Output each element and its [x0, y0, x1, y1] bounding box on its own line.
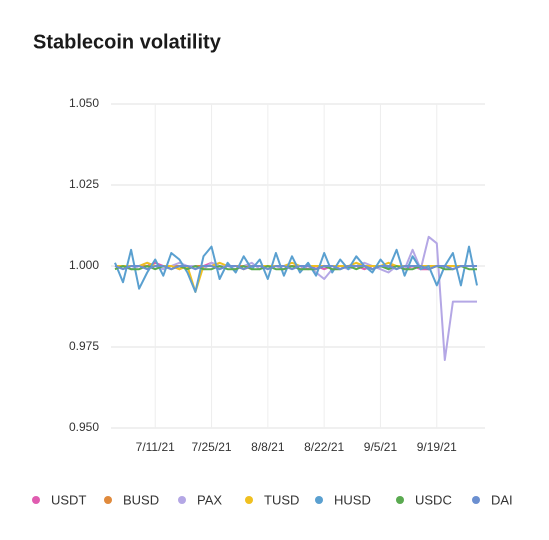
legend-swatch [178, 496, 186, 504]
y-tick-label: 0.975 [69, 339, 99, 353]
chart-title: Stablecoin volatility [33, 31, 222, 53]
x-tick-label: 9/5/21 [364, 440, 398, 454]
x-tick-label: 8/22/21 [304, 440, 344, 454]
y-tick-label: 1.050 [69, 96, 99, 110]
y-tick-label: 0.950 [69, 420, 99, 434]
series-line [115, 235, 477, 361]
legend-label: HUSD [334, 492, 371, 507]
legend-swatch [245, 496, 253, 504]
legend-swatch [32, 496, 40, 504]
series-line [114, 245, 478, 293]
y-tick-label: 1.000 [69, 258, 99, 272]
legend-swatch [472, 496, 480, 504]
legend-swatch [104, 496, 112, 504]
x-tick-label: 9/19/21 [417, 440, 457, 454]
legend-label: TUSD [264, 492, 299, 507]
legend-swatch [315, 496, 323, 504]
x-tick-label: 8/8/21 [251, 440, 285, 454]
legend-swatch [396, 496, 404, 504]
legend-label: USDC [415, 492, 452, 507]
legend-label: DAI [491, 492, 513, 507]
series-line [114, 265, 477, 271]
x-tick-label: 7/25/21 [192, 440, 232, 454]
y-tick-label: 1.025 [69, 177, 99, 191]
legend-label: PAX [197, 492, 222, 507]
legend-label: USDT [51, 492, 86, 507]
x-tick-label: 7/11/21 [136, 440, 175, 454]
legend-label: BUSD [123, 492, 159, 507]
